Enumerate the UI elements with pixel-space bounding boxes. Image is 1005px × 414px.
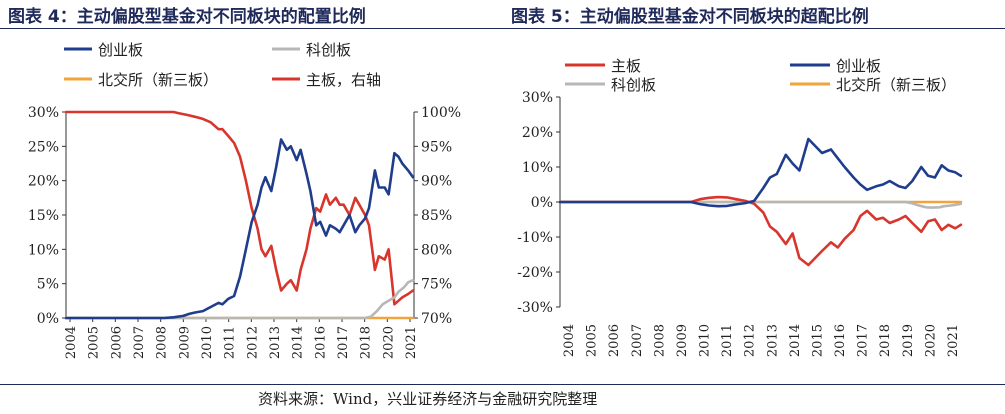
y-tick-label: 0%: [531, 195, 553, 211]
y-left-tick-label: 20%: [28, 174, 59, 190]
chart4-legend-label: 北交所（新三板）: [98, 71, 218, 89]
chart-4-title: 图表 4：主动偏股型基金对不同板块的配置比例: [8, 7, 366, 27]
x-tick-label: 2005: [585, 324, 600, 357]
x-tick-label: 2011: [223, 326, 238, 359]
x-tick-label: 2021: [946, 324, 961, 357]
x-tick-label: 2014: [788, 324, 803, 357]
chart4-legend-label: 主板，右轴: [306, 71, 381, 89]
x-tick-label: 2017: [336, 326, 351, 359]
y-right-tick-label: 85%: [421, 208, 452, 224]
chart5-legend-label: 北交所（新三板）: [836, 76, 956, 94]
chart5-line-series-0: [558, 195, 963, 267]
x-tick-label: 2004: [64, 326, 79, 359]
x-tick-label: 2019: [901, 324, 916, 357]
y-tick-label: 10%: [522, 160, 553, 176]
x-tick-label: 2009: [177, 326, 192, 359]
chart-5-title: 图表 5：主动偏股型基金对不同板块的超配比例: [511, 7, 869, 27]
chart5-line-series-2: [558, 200, 963, 209]
chart4-line-series-0: [64, 138, 415, 320]
x-tick-label: 2020: [923, 324, 938, 357]
y-tick-label: -30%: [517, 300, 553, 316]
y-right-tick-label: 100%: [421, 105, 461, 121]
x-tick-label: 2005: [87, 326, 102, 359]
y-right-tick-label: 95%: [421, 139, 452, 155]
y-left-tick-label: 30%: [28, 105, 59, 121]
chart5-legend-label: 创业板: [836, 57, 881, 75]
x-tick-label: 2012: [245, 326, 260, 359]
chart-5: 30% 20% 10% 0% -10% -20% -30% 2004 2005 2006 2007 2…: [517, 57, 963, 357]
x-tick-label: 2008: [652, 324, 667, 357]
chart4-line-series-1: [64, 278, 415, 320]
top-rule: [0, 28, 1005, 29]
x-tick-label: 2011: [720, 324, 735, 357]
y-tick-label: 20%: [522, 125, 553, 141]
bottom-rule: [0, 384, 1005, 385]
x-tick-label: 2006: [607, 324, 622, 357]
chart5-line-series-1: [558, 137, 963, 208]
y-right-tick-label: 80%: [421, 242, 452, 258]
x-tick-label: 2009: [675, 324, 690, 357]
y-left-tick-label: 0%: [37, 311, 59, 327]
x-tick-label: 2016: [313, 326, 328, 359]
x-tick-label: 2010: [698, 324, 713, 357]
chart4-line-series-3: [64, 110, 415, 306]
x-tick-label: 2004: [562, 324, 577, 357]
y-tick-label: -10%: [517, 230, 553, 246]
x-tick-label: 2006: [109, 326, 124, 359]
y-left-tick-label: 5%: [37, 277, 59, 293]
x-tick-label: 2017: [856, 324, 871, 357]
x-tick-label: 2018: [359, 326, 374, 359]
chart5-legend-label: 主板: [611, 57, 641, 75]
y-right-tick-label: 70%: [421, 311, 452, 327]
x-tick-label: 2014: [291, 326, 306, 359]
y-left-tick-label: 10%: [28, 242, 59, 258]
x-tick-label: 2013: [268, 326, 283, 359]
source-note: 资料来源：Wind，兴业证券经济与金融研究院整理: [258, 390, 598, 408]
y-tick-label: -20%: [517, 265, 553, 281]
x-tick-label: 2007: [132, 326, 147, 359]
y-right-tick-label: 75%: [421, 277, 452, 293]
y-right-tick-label: 90%: [421, 174, 452, 190]
chart5-legend-label: 科创板: [611, 76, 656, 94]
y-tick-label: 30%: [522, 90, 553, 106]
x-tick-label: 2018: [878, 324, 893, 357]
chart-4: 0% 5% 10% 15% 20% 25% 30% 70% 75% 80% 85% 90% 95% 100…: [28, 41, 461, 359]
y-left-tick-label: 25%: [28, 139, 59, 155]
x-tick-label: 2007: [630, 324, 645, 357]
y-left-tick-label: 15%: [28, 208, 59, 224]
x-tick-label: 2016: [833, 324, 848, 357]
chart4-legend-label: 科创板: [306, 41, 351, 59]
x-tick-label: 2013: [765, 324, 780, 357]
x-tick-label: 2021: [404, 326, 419, 359]
x-tick-label: 2020: [381, 326, 396, 359]
x-tick-label: 2008: [155, 326, 170, 359]
x-tick-label: 2015: [810, 324, 825, 357]
chart4-legend-label: 创业板: [98, 41, 143, 59]
x-tick-label: 2012: [743, 324, 758, 357]
x-tick-label: 2010: [200, 326, 215, 359]
